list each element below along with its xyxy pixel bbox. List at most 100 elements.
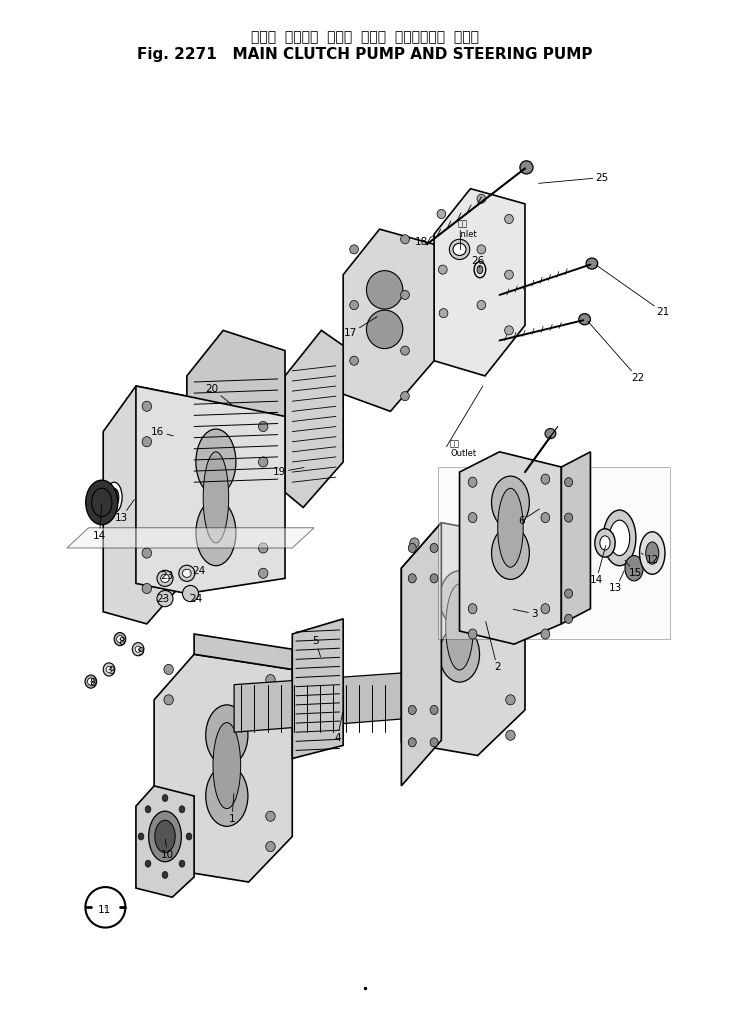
Ellipse shape <box>103 663 115 676</box>
Ellipse shape <box>498 488 523 567</box>
Ellipse shape <box>350 245 358 254</box>
Polygon shape <box>136 786 194 897</box>
Polygon shape <box>343 229 434 411</box>
Ellipse shape <box>88 678 94 685</box>
Ellipse shape <box>85 675 96 688</box>
Polygon shape <box>234 670 453 732</box>
Ellipse shape <box>186 833 192 840</box>
Ellipse shape <box>430 738 438 747</box>
Text: 10: 10 <box>161 839 174 860</box>
Text: 14: 14 <box>93 505 106 541</box>
Polygon shape <box>136 386 285 594</box>
Ellipse shape <box>157 570 173 587</box>
Ellipse shape <box>161 574 169 583</box>
Text: 出口
Outlet: 出口 Outlet <box>450 439 476 459</box>
Ellipse shape <box>491 527 529 580</box>
Ellipse shape <box>504 270 513 279</box>
Ellipse shape <box>453 244 466 256</box>
Ellipse shape <box>439 309 448 318</box>
Ellipse shape <box>142 401 152 411</box>
Ellipse shape <box>196 429 236 495</box>
Ellipse shape <box>545 428 556 438</box>
Ellipse shape <box>164 821 174 831</box>
Ellipse shape <box>477 194 485 203</box>
Text: 23: 23 <box>161 571 174 582</box>
Polygon shape <box>154 655 292 882</box>
Text: 16: 16 <box>151 426 173 436</box>
Circle shape <box>85 480 118 525</box>
Text: 13: 13 <box>610 570 624 594</box>
Text: 6: 6 <box>518 509 539 526</box>
Ellipse shape <box>564 478 572 487</box>
Ellipse shape <box>401 346 410 355</box>
Ellipse shape <box>639 532 665 574</box>
Ellipse shape <box>206 765 248 826</box>
Text: Fig. 2271   MAIN CLUTCH PUMP AND STEERING PUMP: Fig. 2271 MAIN CLUTCH PUMP AND STEERING … <box>137 47 593 62</box>
Ellipse shape <box>350 300 358 310</box>
Ellipse shape <box>541 513 550 523</box>
Ellipse shape <box>266 811 275 821</box>
Ellipse shape <box>408 705 416 715</box>
Text: 26: 26 <box>471 256 484 268</box>
Ellipse shape <box>196 500 236 565</box>
Ellipse shape <box>408 543 416 552</box>
Ellipse shape <box>142 436 152 447</box>
Ellipse shape <box>610 520 630 555</box>
Ellipse shape <box>182 569 191 578</box>
Ellipse shape <box>506 694 515 704</box>
Polygon shape <box>103 386 187 624</box>
Polygon shape <box>187 330 285 513</box>
Text: 12: 12 <box>642 553 659 565</box>
Ellipse shape <box>258 543 268 553</box>
Ellipse shape <box>410 538 419 548</box>
Ellipse shape <box>149 811 181 862</box>
Ellipse shape <box>506 730 515 740</box>
Ellipse shape <box>625 555 643 581</box>
Ellipse shape <box>162 872 168 878</box>
Ellipse shape <box>401 392 410 401</box>
Ellipse shape <box>401 290 410 299</box>
Ellipse shape <box>114 632 126 646</box>
Ellipse shape <box>266 841 275 852</box>
Text: 15: 15 <box>625 560 642 579</box>
Ellipse shape <box>468 513 477 523</box>
Ellipse shape <box>595 529 615 557</box>
Ellipse shape <box>541 604 550 614</box>
Ellipse shape <box>564 614 572 623</box>
Text: 20: 20 <box>206 384 232 405</box>
Ellipse shape <box>350 356 358 365</box>
Text: 21: 21 <box>596 265 670 317</box>
Ellipse shape <box>446 584 473 670</box>
Ellipse shape <box>155 820 175 853</box>
Text: 入口
Inlet: 入口 Inlet <box>458 219 477 239</box>
Ellipse shape <box>468 604 477 614</box>
Ellipse shape <box>164 694 174 704</box>
Polygon shape <box>67 528 314 548</box>
Ellipse shape <box>179 860 185 867</box>
Polygon shape <box>561 452 591 624</box>
Ellipse shape <box>430 573 438 583</box>
Ellipse shape <box>564 589 572 598</box>
Ellipse shape <box>110 488 119 506</box>
Polygon shape <box>460 452 561 645</box>
Ellipse shape <box>366 271 403 310</box>
Ellipse shape <box>142 548 152 558</box>
Text: 17: 17 <box>344 317 377 338</box>
Ellipse shape <box>579 314 591 325</box>
Text: 9: 9 <box>109 667 115 676</box>
Ellipse shape <box>506 584 515 594</box>
Text: 25: 25 <box>539 173 609 184</box>
Text: 2: 2 <box>485 621 501 672</box>
Text: 24: 24 <box>190 566 206 577</box>
Ellipse shape <box>600 536 610 550</box>
Ellipse shape <box>504 326 513 335</box>
Text: 5: 5 <box>312 636 320 657</box>
Ellipse shape <box>258 457 268 467</box>
Ellipse shape <box>164 847 174 857</box>
Ellipse shape <box>408 573 416 583</box>
Ellipse shape <box>439 570 480 626</box>
Ellipse shape <box>491 476 529 529</box>
Ellipse shape <box>179 806 185 813</box>
Text: 22: 22 <box>588 322 645 383</box>
Ellipse shape <box>164 665 174 675</box>
